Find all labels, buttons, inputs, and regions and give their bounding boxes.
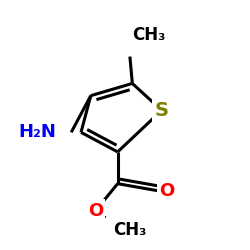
Text: O: O — [159, 182, 174, 200]
Text: CH₃: CH₃ — [113, 221, 146, 239]
Text: S: S — [155, 101, 169, 120]
Text: O: O — [88, 202, 103, 220]
Text: CH₃: CH₃ — [132, 26, 166, 44]
Text: H₂N: H₂N — [19, 123, 57, 141]
